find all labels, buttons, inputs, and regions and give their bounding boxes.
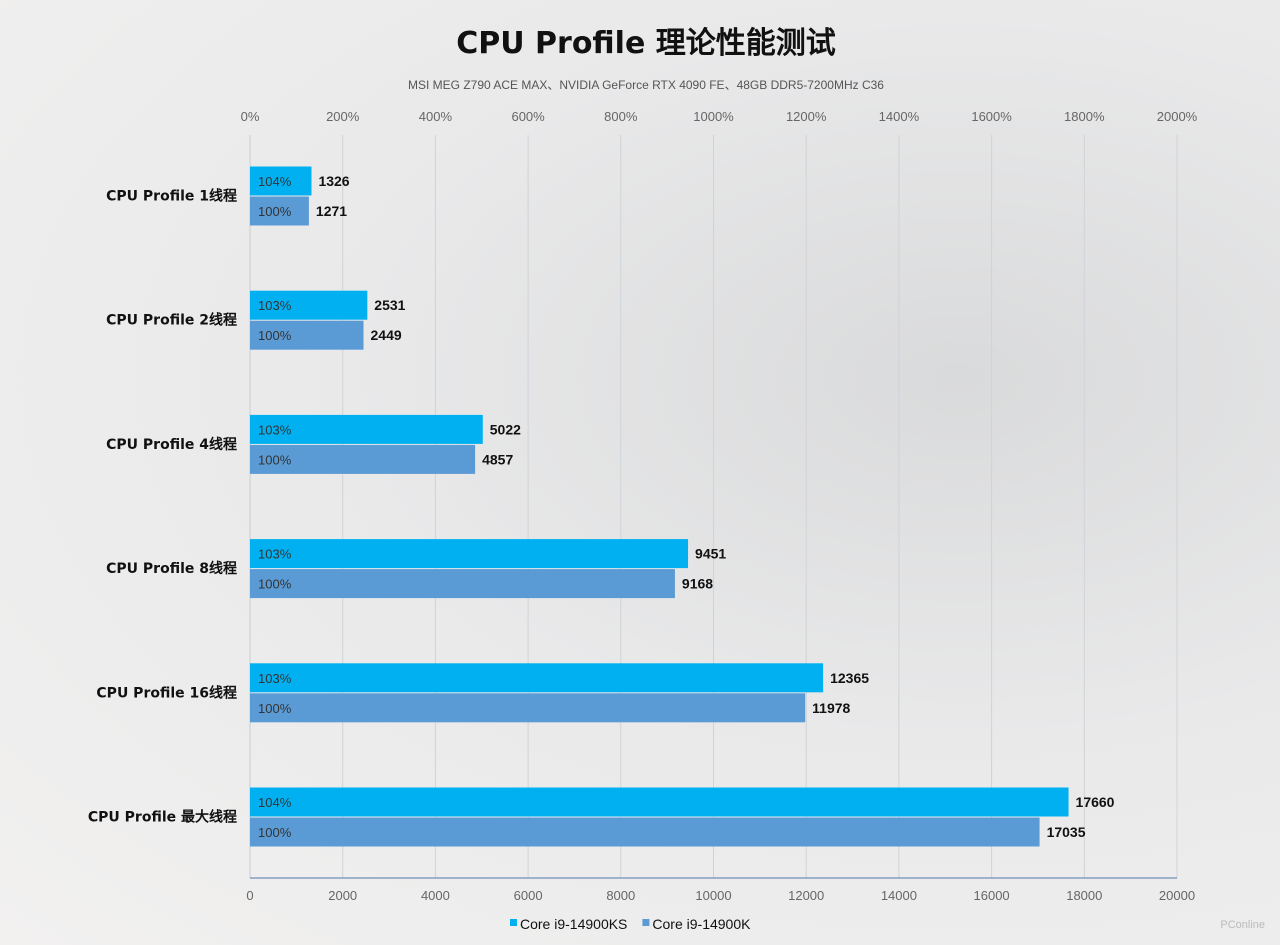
bar-value-label: 11978 (812, 700, 850, 716)
x-tick-label: 14000 (881, 888, 917, 903)
x2-tick-label: 1000% (693, 109, 734, 124)
x-tick-label: 12000 (788, 888, 824, 903)
bar-value-label: 4857 (482, 451, 513, 467)
bar-percent-label: 100% (258, 825, 292, 840)
watermark: PConline (1220, 919, 1265, 931)
bar-percent-label: 103% (258, 298, 292, 313)
bar-percent-label: 104% (258, 795, 292, 810)
x2-tick-label: 1800% (1064, 109, 1105, 124)
bar (250, 166, 312, 196)
bar-value-label: 1271 (316, 203, 347, 219)
x2-tick-label: 200% (326, 109, 360, 124)
legend-label: Core i9-14900K (652, 916, 751, 932)
x2-tick-label: 600% (511, 109, 545, 124)
bar-percent-label: 100% (258, 701, 292, 716)
x2-tick-label: 800% (604, 109, 638, 124)
legend-swatch (642, 919, 650, 926)
x-tick-label: 16000 (974, 888, 1010, 903)
x-tick-label: 18000 (1066, 888, 1102, 903)
x-tick-label: 0 (246, 888, 253, 903)
chart-subtitle: MSI MEG Z790 ACE MAX、NVIDIA GeForce RTX … (408, 78, 884, 92)
bar-value-label: 9168 (682, 576, 713, 592)
bar-percent-label: 100% (258, 577, 292, 592)
x-tick-label: 10000 (695, 888, 731, 903)
bar-percent-label: 103% (258, 422, 292, 437)
x2-tick-label: 2000% (1157, 109, 1198, 124)
x2-tick-label: 1600% (971, 109, 1012, 124)
category-label: CPU Profile 1线程 (106, 188, 237, 205)
bar-value-label: 2449 (371, 327, 402, 343)
chart-title: CPU Profile 理论性能测试 (456, 26, 836, 61)
bar (250, 320, 364, 350)
bar-value-label: 1326 (318, 173, 349, 189)
x-tick-label: 6000 (514, 888, 543, 903)
x2-tick-label: 400% (419, 109, 453, 124)
bar (250, 196, 309, 226)
bar-value-label: 12365 (830, 670, 869, 686)
bar-percent-label: 100% (258, 204, 292, 219)
bar-percent-label: 103% (258, 547, 292, 562)
bar-value-label: 17660 (1076, 794, 1115, 810)
bar (250, 663, 824, 693)
bar-percent-label: 100% (258, 328, 292, 343)
bar-percent-label: 103% (258, 671, 292, 686)
bar (250, 444, 476, 474)
bar (250, 817, 1040, 847)
bar-value-label: 17035 (1047, 824, 1086, 840)
x2-tick-label: 1200% (786, 109, 827, 124)
bar (250, 539, 689, 569)
x2-tick-label: 1400% (879, 109, 920, 124)
bar-value-label: 9451 (695, 546, 726, 562)
category-label: CPU Profile 8线程 (106, 560, 237, 577)
x-tick-label: 2000 (328, 888, 357, 903)
bar-value-label: 5022 (490, 421, 521, 437)
bar (250, 569, 675, 599)
bar-value-label: 2531 (374, 297, 405, 313)
bar-percent-label: 104% (258, 174, 292, 189)
bar (250, 787, 1069, 817)
bar-percent-label: 100% (258, 452, 292, 467)
category-label: CPU Profile 最大线程 (88, 809, 237, 826)
x-tick-label: 20000 (1159, 888, 1195, 903)
bar (250, 693, 806, 723)
category-label: CPU Profile 16线程 (96, 684, 237, 701)
category-label: CPU Profile 2线程 (106, 312, 237, 329)
bar (250, 414, 483, 444)
legend-label: Core i9-14900KS (520, 916, 627, 932)
bar (250, 290, 368, 320)
legend-swatch (510, 919, 517, 926)
x-tick-label: 4000 (421, 888, 450, 903)
x-tick-label: 8000 (606, 888, 635, 903)
category-label: CPU Profile 4线程 (106, 436, 237, 453)
x2-tick-label: 0% (241, 109, 260, 124)
